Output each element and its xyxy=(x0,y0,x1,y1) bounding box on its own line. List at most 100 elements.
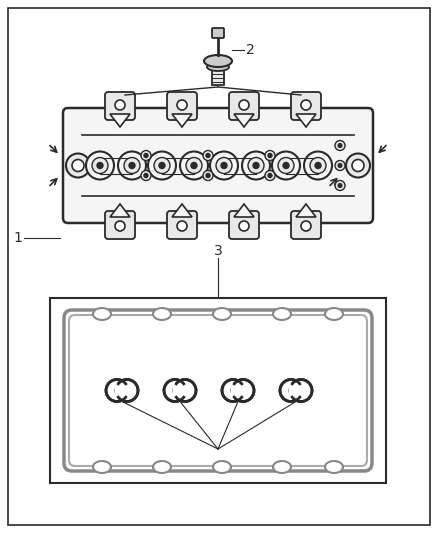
Circle shape xyxy=(144,154,148,157)
FancyBboxPatch shape xyxy=(229,211,259,239)
Circle shape xyxy=(278,157,294,174)
Circle shape xyxy=(154,157,170,174)
Circle shape xyxy=(216,157,232,174)
Ellipse shape xyxy=(325,461,343,473)
Circle shape xyxy=(248,157,264,174)
FancyBboxPatch shape xyxy=(173,383,187,399)
Circle shape xyxy=(253,163,259,168)
FancyBboxPatch shape xyxy=(64,310,372,471)
FancyBboxPatch shape xyxy=(291,211,321,239)
Circle shape xyxy=(338,183,342,188)
FancyBboxPatch shape xyxy=(222,156,258,175)
Circle shape xyxy=(164,379,186,401)
Circle shape xyxy=(97,163,103,168)
Text: 2: 2 xyxy=(246,43,255,57)
Circle shape xyxy=(118,151,146,180)
Circle shape xyxy=(283,163,289,168)
Polygon shape xyxy=(172,114,192,127)
Polygon shape xyxy=(172,204,192,217)
Circle shape xyxy=(116,379,138,401)
Polygon shape xyxy=(234,204,254,217)
Circle shape xyxy=(141,171,151,181)
Circle shape xyxy=(92,157,108,174)
Ellipse shape xyxy=(273,308,291,320)
Circle shape xyxy=(280,379,302,401)
Circle shape xyxy=(124,157,140,174)
Circle shape xyxy=(115,221,125,231)
Circle shape xyxy=(265,171,275,181)
Circle shape xyxy=(232,379,254,401)
Circle shape xyxy=(346,154,370,177)
Circle shape xyxy=(203,171,213,181)
Circle shape xyxy=(174,379,196,401)
FancyBboxPatch shape xyxy=(98,156,134,175)
Text: 1: 1 xyxy=(14,231,22,245)
Circle shape xyxy=(129,163,135,168)
Circle shape xyxy=(338,143,342,148)
Circle shape xyxy=(177,221,187,231)
Circle shape xyxy=(191,163,197,168)
Circle shape xyxy=(144,174,148,177)
FancyBboxPatch shape xyxy=(105,211,135,239)
Polygon shape xyxy=(234,114,254,127)
Bar xyxy=(50,298,386,483)
Ellipse shape xyxy=(93,308,111,320)
Circle shape xyxy=(206,154,210,157)
Circle shape xyxy=(180,151,208,180)
Circle shape xyxy=(221,163,227,168)
Circle shape xyxy=(239,221,249,231)
Circle shape xyxy=(148,151,176,180)
FancyBboxPatch shape xyxy=(289,383,303,399)
Circle shape xyxy=(304,151,332,180)
Circle shape xyxy=(265,150,275,160)
Circle shape xyxy=(315,163,321,168)
Polygon shape xyxy=(110,204,130,217)
FancyBboxPatch shape xyxy=(115,383,129,399)
Circle shape xyxy=(310,157,326,174)
Ellipse shape xyxy=(204,55,232,67)
Ellipse shape xyxy=(153,461,171,473)
Circle shape xyxy=(115,100,125,110)
FancyBboxPatch shape xyxy=(69,315,367,466)
Circle shape xyxy=(106,379,128,401)
Circle shape xyxy=(335,181,345,190)
Circle shape xyxy=(272,151,300,180)
Ellipse shape xyxy=(213,308,231,320)
Text: 3: 3 xyxy=(214,244,223,258)
FancyBboxPatch shape xyxy=(291,92,321,120)
Circle shape xyxy=(222,379,244,401)
Circle shape xyxy=(203,150,213,160)
FancyBboxPatch shape xyxy=(167,92,197,120)
Circle shape xyxy=(239,100,249,110)
FancyBboxPatch shape xyxy=(63,108,373,223)
Circle shape xyxy=(186,157,202,174)
FancyBboxPatch shape xyxy=(231,383,245,399)
Ellipse shape xyxy=(153,308,171,320)
FancyBboxPatch shape xyxy=(105,92,135,120)
Polygon shape xyxy=(110,114,130,127)
Ellipse shape xyxy=(213,461,231,473)
Circle shape xyxy=(335,141,345,150)
Ellipse shape xyxy=(93,461,111,473)
Polygon shape xyxy=(296,204,316,217)
Circle shape xyxy=(206,174,210,177)
Ellipse shape xyxy=(273,461,291,473)
Circle shape xyxy=(177,100,187,110)
FancyBboxPatch shape xyxy=(167,211,197,239)
Circle shape xyxy=(335,160,345,171)
FancyBboxPatch shape xyxy=(212,28,224,38)
Circle shape xyxy=(242,151,270,180)
FancyBboxPatch shape xyxy=(160,156,196,175)
Circle shape xyxy=(159,163,165,168)
Circle shape xyxy=(86,151,114,180)
Ellipse shape xyxy=(325,308,343,320)
Circle shape xyxy=(268,154,272,157)
Circle shape xyxy=(268,174,272,177)
Circle shape xyxy=(210,151,238,180)
Circle shape xyxy=(301,221,311,231)
Text: 4: 4 xyxy=(214,448,223,462)
Polygon shape xyxy=(296,114,316,127)
Circle shape xyxy=(290,379,312,401)
FancyBboxPatch shape xyxy=(229,92,259,120)
FancyBboxPatch shape xyxy=(212,67,224,85)
